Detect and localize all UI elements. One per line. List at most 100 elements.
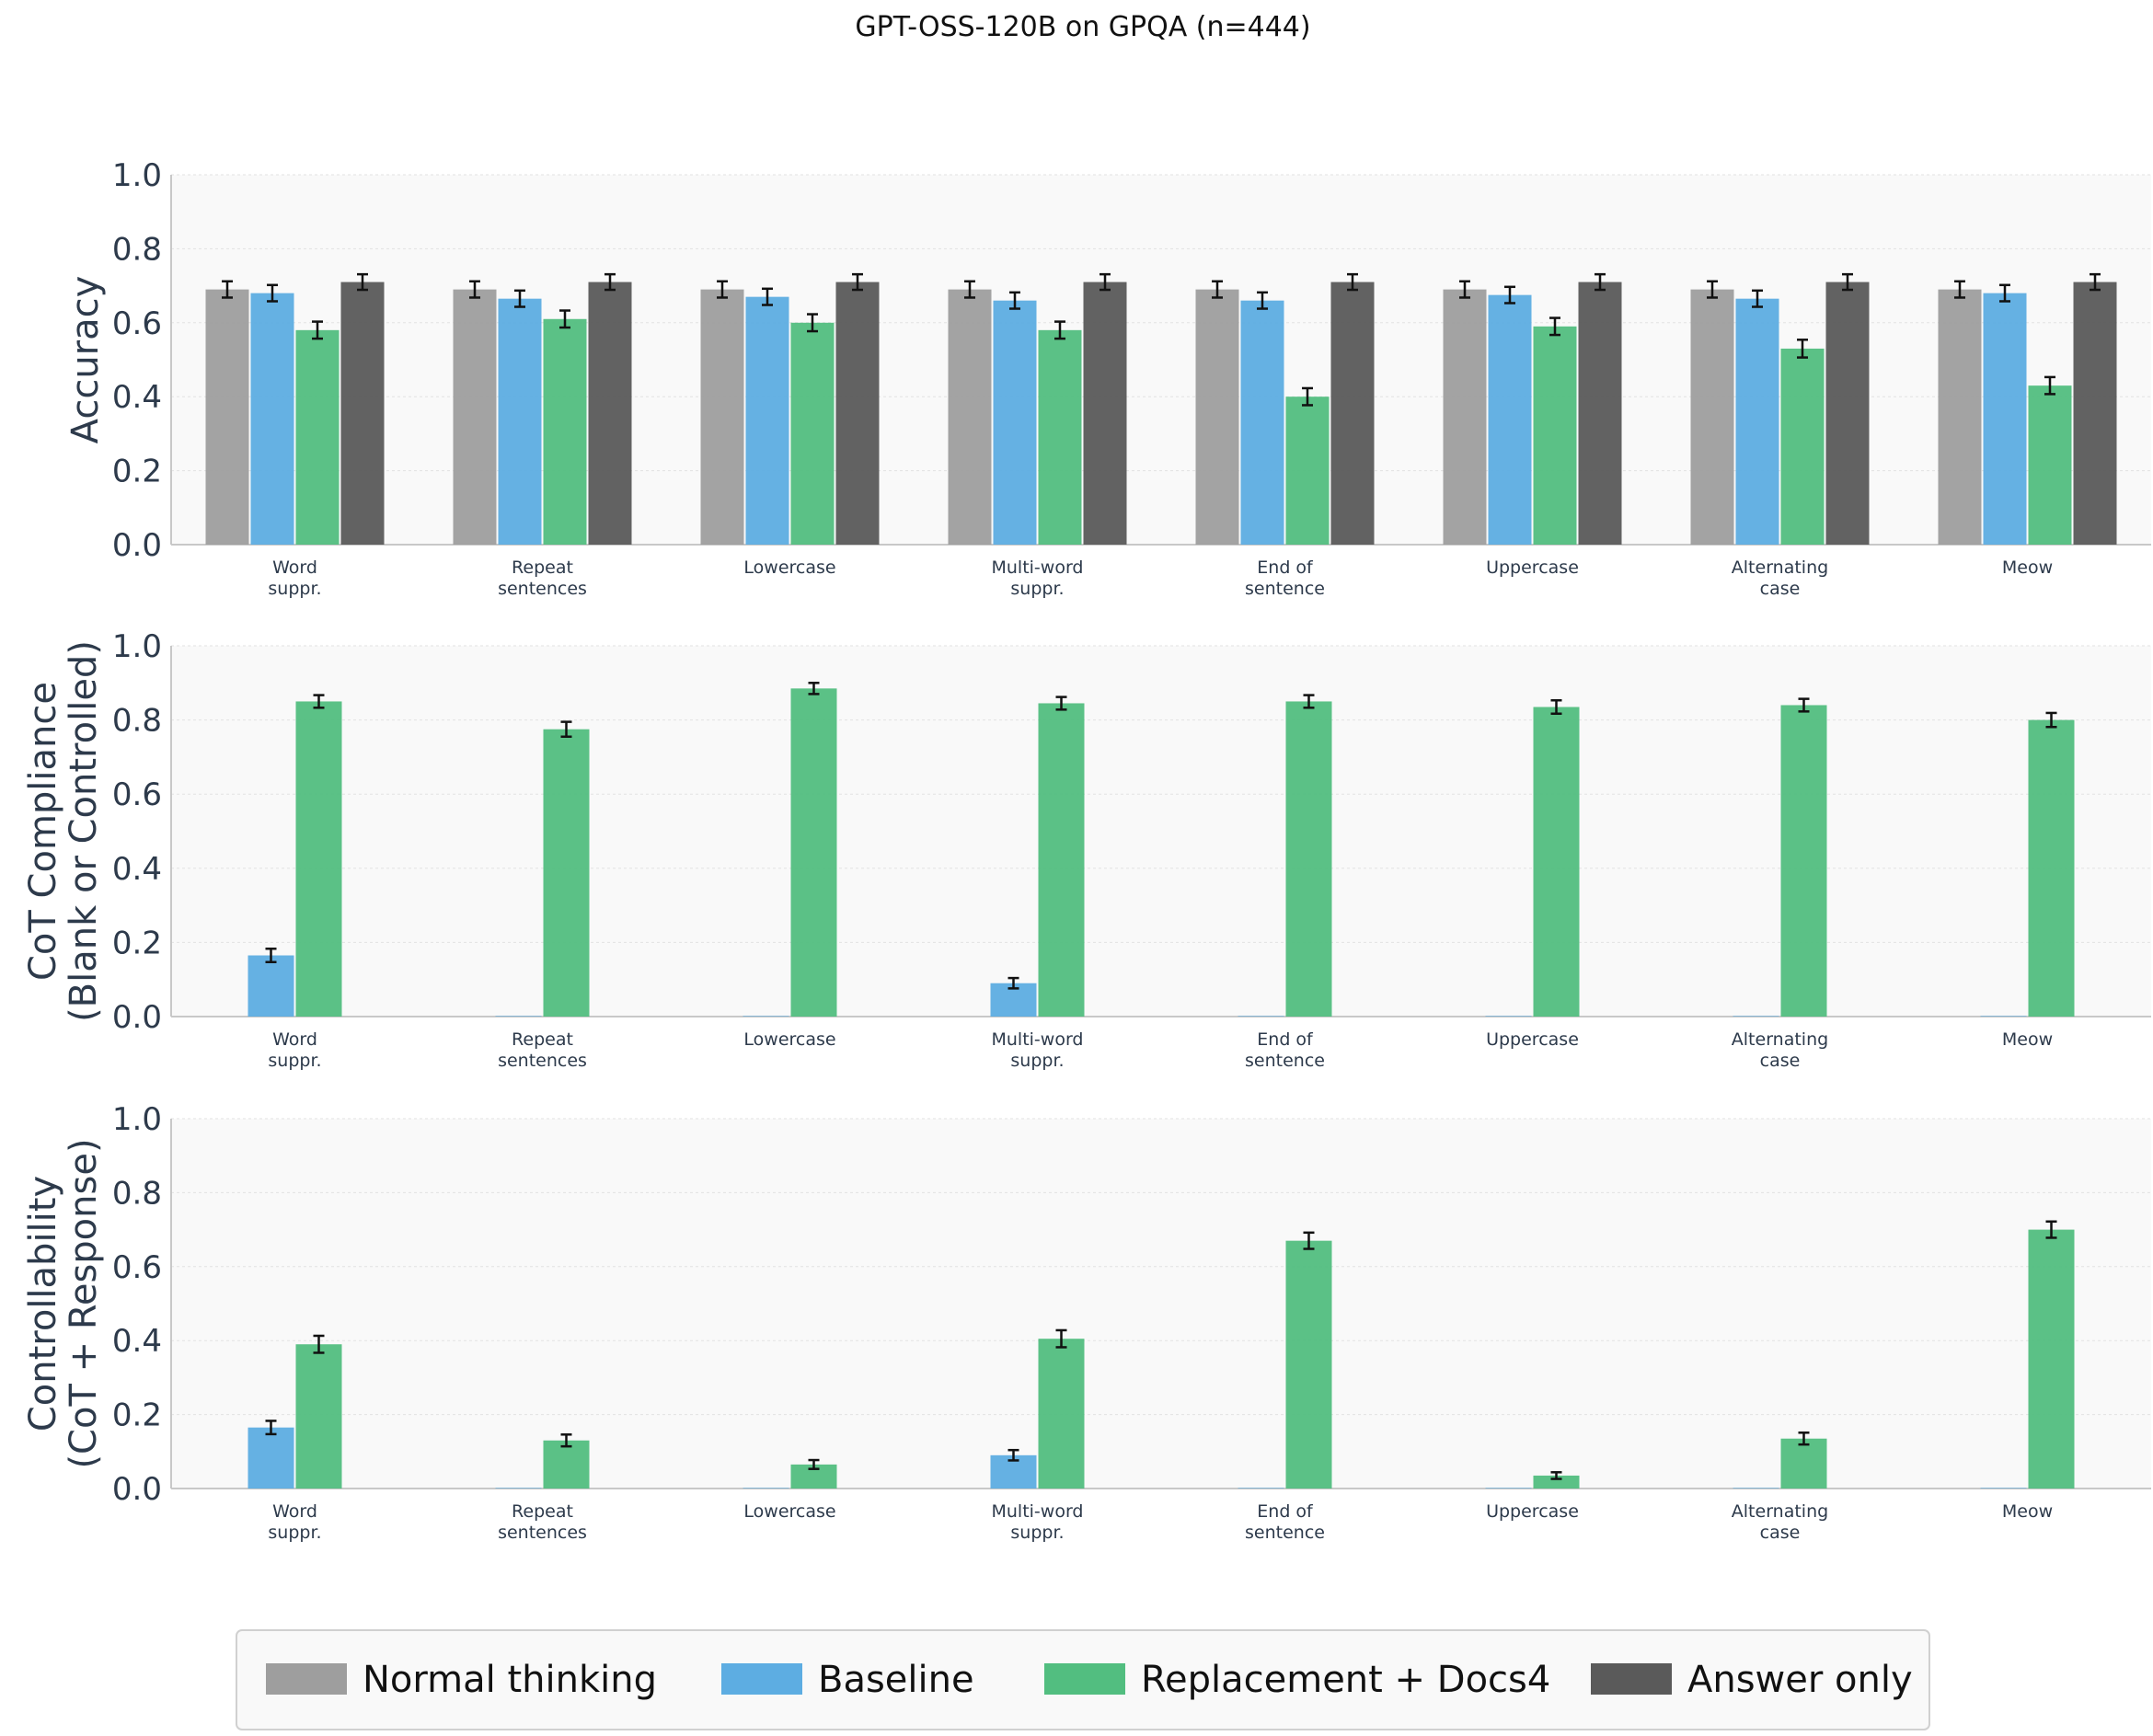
legend-item-baseline: Baseline — [721, 1659, 974, 1701]
bar-baseline-6 — [1485, 1488, 1532, 1489]
x-tick-label: Alternating case — [1732, 1501, 1828, 1543]
error-bar-replacement-8 — [2044, 375, 2055, 396]
bar-answer_only-7 — [1825, 282, 1870, 545]
legend-label: Normal thinking — [363, 1659, 657, 1701]
error-bar-baseline-4 — [1007, 1448, 1019, 1462]
bar-replacement-5 — [1285, 1240, 1332, 1489]
x-tick-label: Alternating case — [1732, 558, 1828, 599]
bar-replacement-1 — [295, 1344, 342, 1489]
y-axis-title: Controllability(CoT + Response) — [22, 1138, 105, 1468]
error-bar-replacement-1 — [313, 1334, 325, 1354]
error-bar-replacement-8 — [2045, 711, 2057, 729]
y-tick-label: 1.0 — [112, 157, 162, 194]
bar-replacement-6 — [1533, 707, 1580, 1017]
bar-replacement-7 — [1780, 1438, 1827, 1489]
error-bar-baseline-7 — [1752, 289, 1763, 308]
bar-baseline-3 — [743, 1488, 789, 1489]
error-bar-baseline-4 — [1009, 291, 1020, 310]
error-bar-replacement-5 — [1302, 386, 1313, 407]
x-tick-label: Uppercase — [1486, 1501, 1579, 1522]
error-bar-normal-7 — [1707, 280, 1718, 299]
error-bar-baseline-8 — [1999, 283, 2010, 303]
error-bar-baseline-2 — [514, 289, 525, 308]
error-bar-replacement-1 — [313, 694, 325, 709]
bar-baseline-7 — [1735, 298, 1779, 545]
bar-replacement-1 — [295, 701, 342, 1017]
bar-answer_only-4 — [1083, 282, 1127, 545]
plot-area — [171, 1119, 2151, 1489]
error-bar-baseline-1 — [267, 283, 278, 303]
plot-area — [171, 646, 2151, 1017]
bar-baseline-3 — [745, 296, 789, 545]
y-tick-label: 0.2 — [112, 925, 162, 961]
y-tick-label: 0.6 — [112, 305, 162, 342]
x-tick-label: Meow — [2002, 1501, 2053, 1522]
error-bar-replacement-5 — [1303, 694, 1315, 709]
bar-replacement-6 — [1533, 1475, 1580, 1489]
error-bar-answer_only-3 — [852, 272, 863, 292]
x-tick-label: End of sentence — [1245, 1029, 1325, 1071]
bar-baseline-5 — [1238, 1488, 1284, 1489]
y-tick-label: 0.6 — [112, 1249, 162, 1286]
error-bar-replacement-7 — [1797, 339, 1808, 359]
bar-baseline-1 — [250, 293, 294, 545]
bar-normal-2 — [453, 289, 497, 545]
legend-label: Answer only — [1687, 1659, 1913, 1701]
error-bar-replacement-6 — [1550, 698, 1562, 715]
bar-baseline-8 — [1983, 293, 2027, 545]
x-tick-label: Uppercase — [1486, 1029, 1579, 1050]
bar-replacement-6 — [1533, 326, 1577, 545]
bar-baseline-1 — [248, 955, 294, 1017]
error-bar-normal-8 — [1954, 280, 1965, 299]
bar-replacement-8 — [2028, 719, 2075, 1017]
error-bar-normal-3 — [717, 280, 728, 299]
y-tick-label: 0.2 — [112, 454, 162, 490]
x-tick-label: Multi-word suppr. — [991, 558, 1083, 599]
error-bar-baseline-3 — [762, 287, 773, 306]
error-bar-normal-1 — [222, 280, 233, 299]
error-bar-baseline-5 — [1257, 291, 1268, 310]
error-bar-baseline-6 — [1504, 285, 1515, 305]
bar-normal-5 — [1195, 289, 1239, 545]
legend-swatch — [721, 1663, 802, 1695]
chart-panel-1: 0.0 0.2 0.4 0.6 0.8 1.0 Accuracy Word suppr. Repe… — [64, 157, 2151, 599]
bar-baseline-8 — [1980, 1016, 2027, 1017]
bar-normal-1 — [205, 289, 249, 545]
x-tick-label: Word suppr. — [268, 1501, 321, 1543]
y-tick-label: 0.8 — [112, 1175, 162, 1212]
x-tick-label: Multi-word suppr. — [991, 1501, 1083, 1543]
x-tick-label: End of sentence — [1245, 558, 1325, 599]
error-bar-answer_only-7 — [1842, 272, 1853, 292]
x-tick-label: Meow — [2002, 558, 2053, 578]
y-axis-title: CoT Compliance(Blank or Controlled) — [22, 640, 105, 1022]
x-tick-label: Meow — [2002, 1029, 2053, 1050]
x-tick-label: Word suppr. — [268, 1029, 321, 1071]
y-tick-label: 0.8 — [112, 231, 162, 268]
error-bar-baseline-4 — [1007, 976, 1019, 990]
error-bar-normal-2 — [469, 280, 480, 299]
bar-replacement-1 — [295, 329, 340, 545]
error-bar-replacement-8 — [2045, 1220, 2057, 1239]
legend: Normal thinking Baseline Replacement + Doc… — [236, 1629, 1930, 1730]
bar-baseline-3 — [743, 1016, 789, 1017]
bar-normal-3 — [700, 289, 744, 545]
error-bar-replacement-4 — [1055, 696, 1067, 711]
legend-label: Replacement + Docs4 — [1141, 1659, 1550, 1701]
bar-replacement-3 — [790, 322, 835, 545]
y-tick-label: 0.4 — [112, 851, 162, 888]
error-bar-replacement-6 — [1550, 1471, 1562, 1480]
error-bar-normal-6 — [1459, 280, 1470, 299]
error-bar-replacement-4 — [1054, 320, 1065, 340]
error-bar-replacement-2 — [559, 309, 570, 329]
x-tick-label: Repeat sentences — [498, 1029, 587, 1071]
bar-answer_only-1 — [340, 282, 385, 545]
y-axis-title: Accuracy — [64, 276, 107, 444]
error-bar-answer_only-4 — [1100, 272, 1111, 292]
bar-normal-7 — [1690, 289, 1734, 545]
legend-swatch — [266, 1663, 347, 1695]
bar-replacement-3 — [790, 688, 837, 1017]
bar-baseline-4 — [993, 300, 1037, 545]
y-tick-label: 0.2 — [112, 1397, 162, 1434]
bar-replacement-2 — [543, 1440, 590, 1489]
error-bar-replacement-2 — [560, 720, 572, 738]
